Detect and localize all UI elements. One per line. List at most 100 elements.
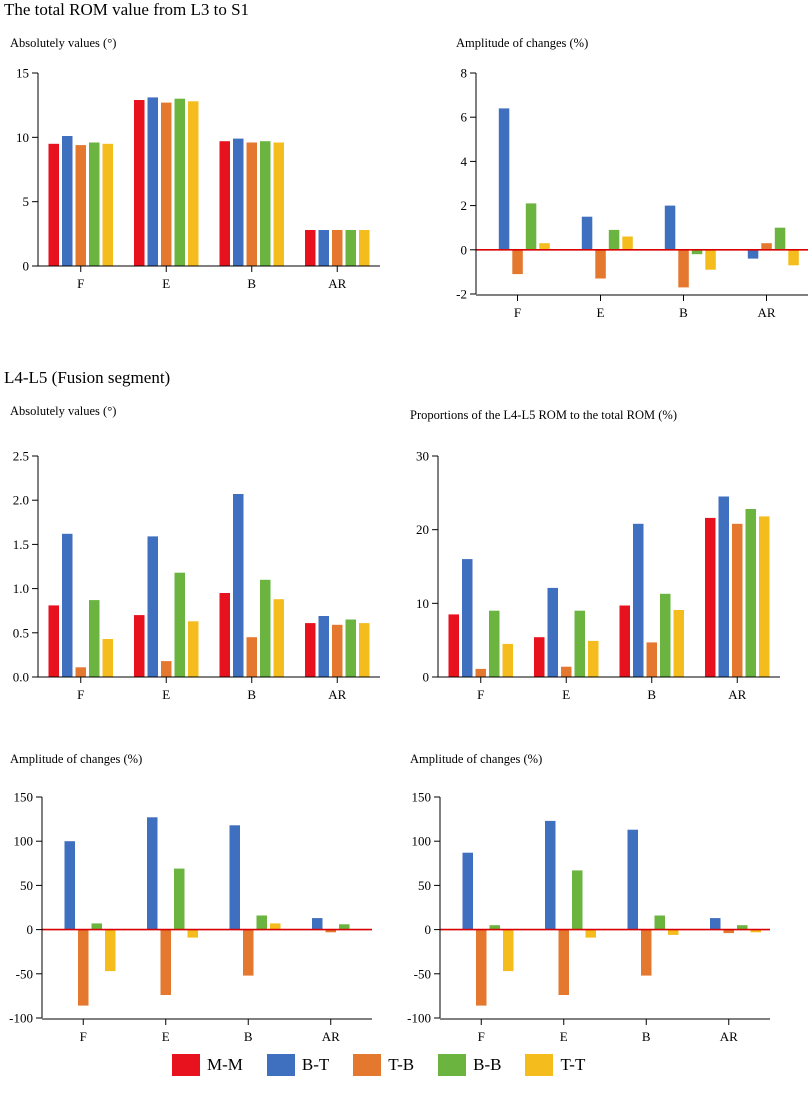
bar-b-t-e <box>545 820 556 930</box>
bar-t-b-ar <box>761 243 772 250</box>
bar-b-t-e <box>147 817 158 930</box>
bar-b-t-ar <box>747 249 759 259</box>
y-tick-label: 0.0 <box>13 670 29 685</box>
bar-t-t-f <box>105 929 116 972</box>
bar-b-b-f <box>89 142 100 266</box>
bar-b-t-ar <box>318 230 329 266</box>
bar-t-b-ar <box>732 523 743 677</box>
bar-b-b-ar <box>774 227 786 250</box>
y-tick-label: 50 <box>418 878 431 893</box>
x-tick-label: F <box>477 687 484 702</box>
bar-t-t-f <box>502 643 513 677</box>
x-tick-label: E <box>162 1029 170 1044</box>
bar-t-t-e <box>188 101 199 266</box>
bar-b-b-e <box>174 572 185 677</box>
bar-t-t-e <box>585 929 596 938</box>
y-tick-label: 100 <box>14 834 34 849</box>
x-tick-label: F <box>77 276 84 291</box>
section-title-fusion-segment: L4-L5 (Fusion segment) <box>4 368 171 387</box>
bar-t-b-f <box>75 145 86 266</box>
x-tick-label: AR <box>728 687 746 702</box>
legend-swatch-b-b <box>438 1054 467 1076</box>
y-tick-label: 150 <box>14 790 34 805</box>
y-tick-label: 1.0 <box>13 581 29 596</box>
bar-b-t-ar <box>710 918 721 930</box>
bar-b-t-f <box>64 841 75 930</box>
bar-b-b-ar <box>737 925 748 930</box>
bar-t-b-b <box>646 642 657 677</box>
y-tick-label: 10 <box>16 130 29 145</box>
x-tick-label: E <box>597 305 605 320</box>
y-tick-label: 6 <box>461 110 468 125</box>
legend-item-m-m: M-M <box>172 1054 243 1076</box>
chart4-title: Proportions of the L4-L5 ROM to the tota… <box>410 408 677 422</box>
bar-b-t-b <box>664 205 676 250</box>
y-tick-label: 15 <box>16 66 29 81</box>
y-tick-label: 8 <box>461 66 468 81</box>
y-tick-label: 20 <box>416 522 429 537</box>
bar-b-b-f <box>525 203 537 250</box>
bar-t-t-ar <box>750 929 761 933</box>
bar-t-t-ar <box>759 516 770 677</box>
y-tick-label: 0 <box>23 259 30 274</box>
bar-b-t-ar <box>318 616 329 677</box>
bar-t-t-b <box>270 923 281 930</box>
y-tick-label: 100 <box>412 834 432 849</box>
bar-b-t-f <box>462 559 473 677</box>
chart5-title: Amplitude of changes (%) <box>10 752 143 766</box>
legend-swatch-m-m <box>172 1054 200 1076</box>
bar-b-b-ar <box>345 230 356 266</box>
chart-fusion-amplitude-right: -100 -50 0 50 100 150 F E B AR <box>407 790 770 1044</box>
bar-b-b-ar <box>345 619 356 677</box>
bar-t-t-b <box>668 929 679 935</box>
bar-m-m-ar <box>705 517 716 677</box>
y-tick-label: 50 <box>20 878 33 893</box>
legend-swatch-b-t <box>266 1054 295 1076</box>
bar-b-b-e <box>608 229 620 250</box>
legend-item-t-t: T-T <box>525 1054 585 1076</box>
legend-label: T-T <box>560 1055 586 1074</box>
x-tick-label: F <box>478 1029 485 1044</box>
y-tick-label: -50 <box>414 966 431 981</box>
y-tick-label: 2 <box>461 198 468 213</box>
x-tick-label: F <box>77 687 84 702</box>
bar-b-t-b <box>633 523 644 677</box>
x-tick-label: E <box>560 1029 568 1044</box>
bar-b-t-b <box>233 494 244 677</box>
bar-m-m-e <box>134 615 145 677</box>
y-tick-label: 0 <box>425 922 432 937</box>
x-tick-label: AR <box>757 305 775 320</box>
bar-b-b-f <box>91 923 102 930</box>
y-tick-label: 30 <box>416 449 429 464</box>
x-tick-label: B <box>247 687 256 702</box>
bar-t-t-e <box>188 621 199 677</box>
x-tick-label: AR <box>328 276 346 291</box>
bar-b-t-ar <box>718 496 729 677</box>
legend-label: T-B <box>388 1055 415 1074</box>
chart-fusion-amplitude-left: -100 -50 0 50 100 150 F E B AR <box>9 790 372 1044</box>
bar-m-m-f <box>448 614 459 677</box>
bar-t-t-b <box>273 599 284 677</box>
y-tick-label: 0 <box>27 922 34 937</box>
section-title-total-rom: The total ROM value from L3 to S1 <box>4 0 250 19</box>
bar-t-t-b <box>673 610 684 677</box>
bar-b-b-e <box>574 610 585 677</box>
bar-t-t-b <box>705 249 716 270</box>
x-tick-label: B <box>647 687 656 702</box>
x-tick-label: F <box>80 1029 87 1044</box>
bar-b-b-e <box>572 870 583 930</box>
bar-b-b-b <box>260 141 271 266</box>
bar-m-m-e <box>534 637 545 677</box>
chart3-title: Absolutely values (°) <box>10 404 117 418</box>
x-tick-label: E <box>562 687 570 702</box>
legend-label: M-M <box>207 1055 243 1074</box>
bar-b-t-f <box>498 108 510 250</box>
bar-t-b-ar <box>325 929 336 933</box>
y-tick-label: 2.0 <box>13 493 29 508</box>
bar-b-t-b <box>229 825 240 930</box>
legend-item-b-t: B-T <box>266 1054 329 1076</box>
bar-m-m-f <box>48 605 59 677</box>
legend-label: B-B <box>473 1055 502 1074</box>
y-tick-label: 0.5 <box>13 625 29 640</box>
